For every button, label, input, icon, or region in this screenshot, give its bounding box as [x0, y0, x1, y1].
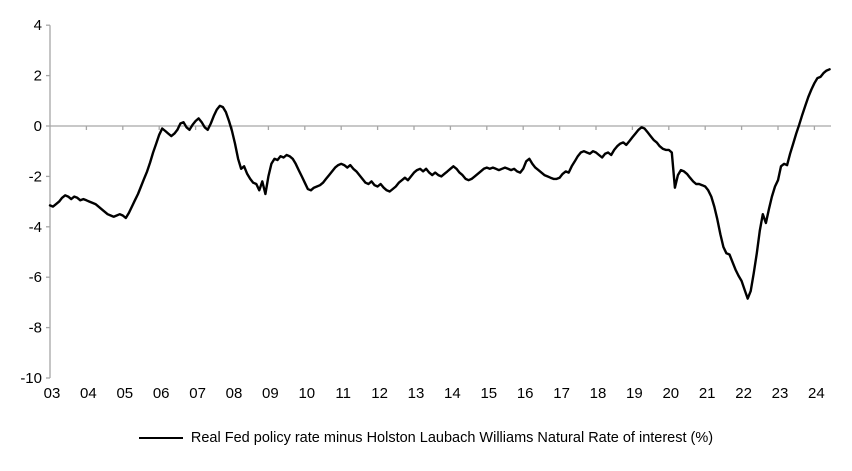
legend-line-swatch — [138, 437, 183, 439]
x-tick-label: 17 — [553, 385, 570, 402]
x-tick-label: 13 — [408, 385, 425, 402]
x-tick-label: 20 — [662, 385, 679, 402]
y-tick-label: 4 — [34, 17, 42, 34]
legend: Real Fed policy rate minus Holston Lauba… — [0, 430, 852, 446]
x-tick-label: 04 — [80, 385, 97, 402]
x-tick-label: 05 — [116, 385, 133, 402]
series-polyline — [48, 68, 831, 300]
x-tick-label: 24 — [808, 385, 825, 402]
legend-label: Real Fed policy rate minus Holston Lauba… — [190, 430, 714, 446]
x-tick-label: 07 — [189, 385, 206, 402]
x-tick-label: 22 — [735, 385, 752, 402]
x-tick-label: 14 — [444, 385, 461, 402]
y-tick-label: -2 — [29, 168, 42, 185]
y-tick-label: -10 — [20, 370, 42, 387]
x-tick-label: 12 — [371, 385, 388, 402]
x-tick-label: 08 — [226, 385, 243, 402]
x-tick-label: 23 — [772, 385, 789, 402]
y-tick-label: -6 — [29, 269, 42, 286]
x-tick-label: 10 — [298, 385, 315, 402]
x-tick-label: 18 — [590, 385, 607, 402]
x-tick-label: 11 — [335, 385, 351, 402]
y-tick-label: -8 — [29, 320, 42, 337]
y-tick-label: 2 — [34, 68, 42, 85]
x-tick-label: 21 — [699, 385, 716, 402]
x-tick-label: 16 — [517, 385, 534, 402]
x-tick-label: 06 — [153, 385, 170, 402]
x-tick-label: 03 — [44, 385, 61, 402]
x-tick-label: 19 — [626, 385, 643, 402]
x-tick-label: 09 — [262, 385, 279, 402]
plot-area: 4 2 0 -2 -4 -6 -8 -10 03 04 05 06 07 08 09 10 11 12 13 14 15… — [20, 17, 831, 402]
y-tick-label: -4 — [29, 219, 42, 236]
y-tick-label: 0 — [34, 118, 42, 135]
x-tick-label: 15 — [480, 385, 497, 402]
